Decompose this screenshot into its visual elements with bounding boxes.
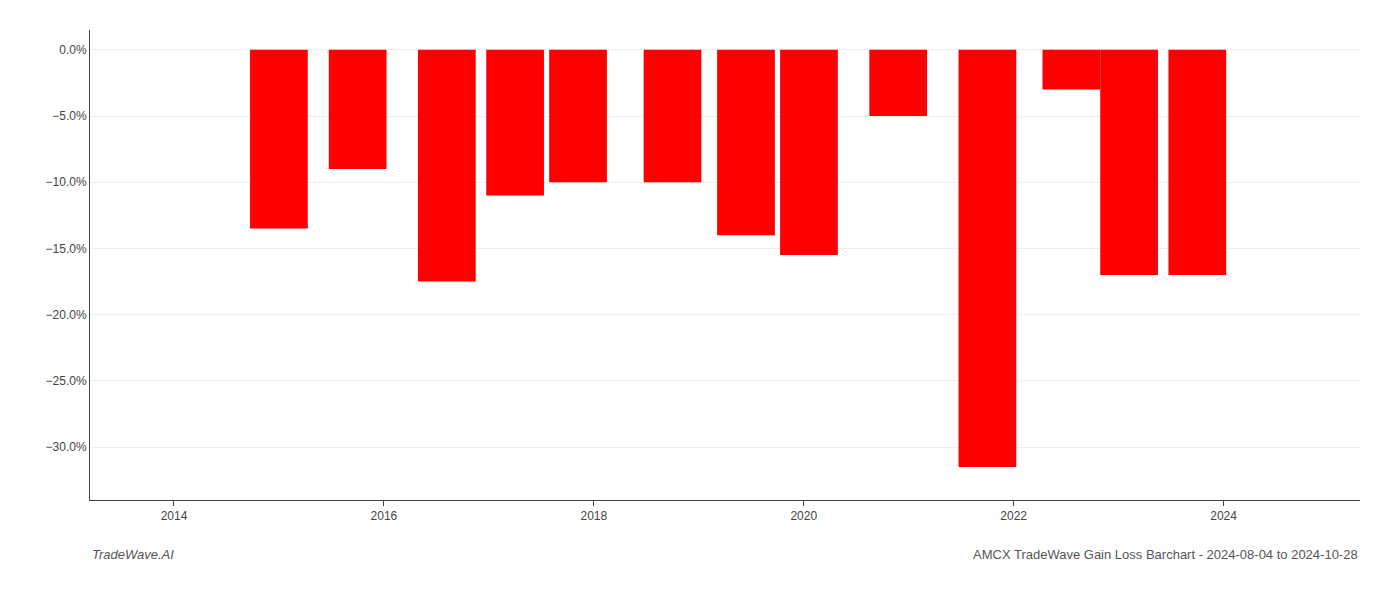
svg-text:2014: 2014 [161, 509, 188, 523]
svg-text:2018: 2018 [580, 509, 607, 523]
svg-text:TradeWave.AI: TradeWave.AI [92, 547, 174, 562]
svg-text:2020: 2020 [790, 509, 817, 523]
svg-text:2016: 2016 [371, 509, 398, 523]
svg-text:−30.0%: −30.0% [46, 440, 87, 454]
svg-text:2024: 2024 [1210, 509, 1237, 523]
svg-text:−10.0%: −10.0% [46, 175, 87, 189]
svg-text:2022: 2022 [1000, 509, 1027, 523]
svg-text:−15.0%: −15.0% [46, 242, 87, 256]
svg-text:AMCX TradeWave Gain Loss Barch: AMCX TradeWave Gain Loss Barchart - 2024… [973, 547, 1358, 562]
svg-text:−5.0%: −5.0% [52, 109, 87, 123]
svg-text:−20.0%: −20.0% [46, 308, 87, 322]
svg-text:−25.0%: −25.0% [46, 374, 87, 388]
svg-text:0.0%: 0.0% [59, 43, 87, 57]
